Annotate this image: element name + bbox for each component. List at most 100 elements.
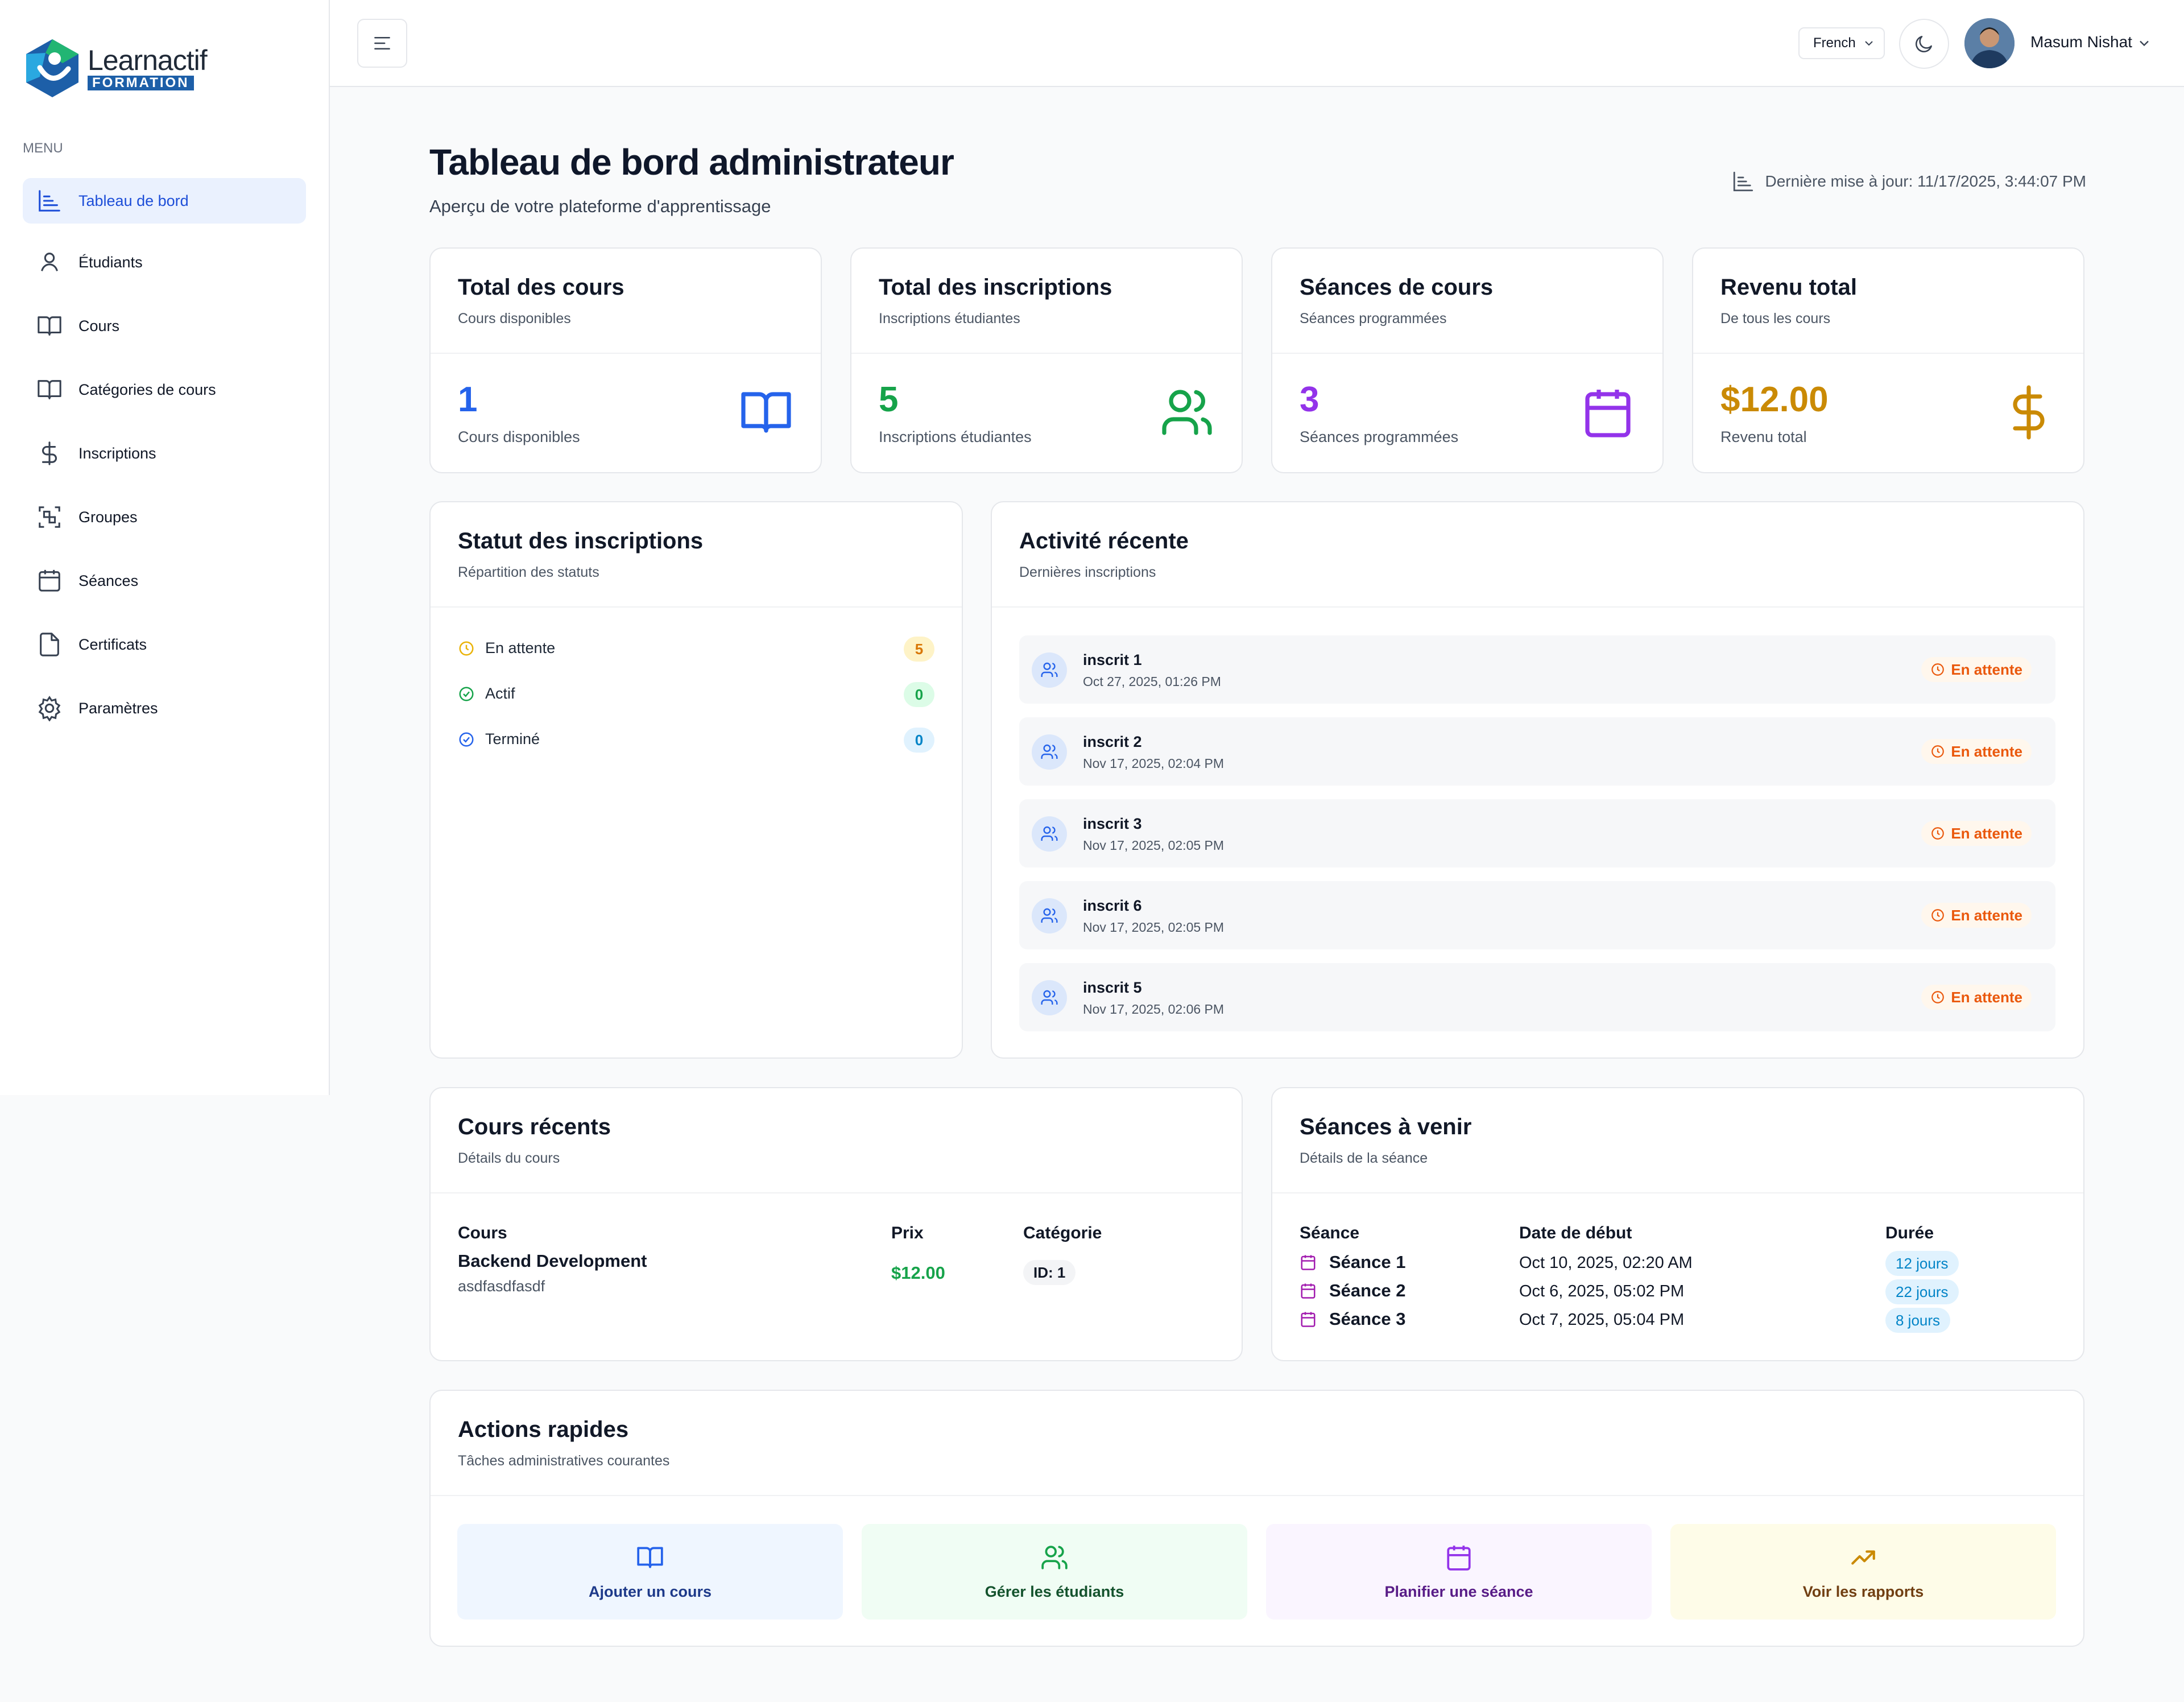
session-start: Oct 6, 2025, 05:02 PM [1519, 1282, 1685, 1300]
course-name[interactable]: Backend Development [458, 1251, 647, 1271]
sidebar-item-courses[interactable]: Cours [23, 303, 306, 349]
activity-name: inscrit 6 [1083, 897, 1142, 914]
sidebar-item-label: Catégories de cours [78, 381, 216, 398]
sidebar-item-students[interactable]: Étudiants [23, 239, 306, 285]
status-badge-label: En attente [1951, 660, 2022, 678]
clock-icon [1931, 745, 1945, 758]
view-reports-button[interactable]: Voir les rapports [1670, 1524, 2056, 1620]
sidebar-item-label: Groupes [78, 508, 138, 526]
menu-toggle-button[interactable] [357, 19, 407, 68]
user-icon [41, 253, 58, 271]
logo-icon [26, 39, 78, 97]
activity-date: Nov 17, 2025, 02:05 PM [1083, 838, 1225, 853]
stat-card-revenue: Revenu total De tous les cours $12.00 Rev… [1692, 247, 2084, 473]
schedule-session-button[interactable]: Planifier une séance [1266, 1524, 1652, 1620]
status-badge: En attente [1921, 739, 2032, 764]
users-icon [1162, 390, 1212, 435]
card-subtitle: Répartition des statuts [458, 564, 599, 580]
table-row[interactable]: Séance 2 [1300, 1280, 1405, 1301]
sidebar-item-enrollments[interactable]: Inscriptions [23, 431, 306, 476]
card-title: Statut des inscriptions [458, 528, 704, 553]
column-header-session: Séance [1300, 1224, 1360, 1242]
user-name[interactable]: Masum Nishat [2030, 33, 2132, 51]
calendar-icon [1447, 1545, 1471, 1571]
card-subtitle: Dernières inscriptions [1019, 564, 1156, 580]
users-icon [1032, 898, 1067, 933]
card-title: Revenu total [1720, 275, 1858, 300]
theme-toggle-button[interactable] [1899, 19, 1949, 69]
card-title: Actions rapides [458, 1417, 629, 1442]
calendar-icon [1301, 1283, 1316, 1299]
upcoming-sessions-card: Séances à venir Détails de la séance Séan… [1271, 1087, 2084, 1361]
activity-date: Nov 17, 2025, 02:06 PM [1083, 1002, 1225, 1017]
brand-name: Learnactif [88, 44, 208, 76]
list-item[interactable]: inscrit 6 Nov 17, 2025, 02:05 PM En atte… [1019, 881, 2055, 949]
stat-card-enrollments: Total des inscriptions Inscriptions étudi… [850, 247, 1243, 473]
stat-value: 5 [879, 380, 899, 419]
card-title: Séances de cours [1300, 275, 1494, 300]
card-subtitle: Détails de la séance [1300, 1150, 1428, 1166]
sidebar-item-sessions[interactable]: Séances [23, 558, 306, 604]
session-start: Oct 10, 2025, 02:20 AM [1519, 1254, 1693, 1272]
table-row[interactable]: Séance 1 [1300, 1252, 1405, 1273]
chevron-down-icon[interactable] [2136, 35, 2152, 51]
activity-date: Oct 27, 2025, 01:26 PM [1083, 674, 1221, 689]
dollar-icon [42, 441, 57, 465]
clock-icon [1931, 991, 1945, 1003]
manage-students-button[interactable]: Gérer les étudiants [862, 1524, 1247, 1620]
book-icon [38, 316, 61, 336]
card-subtitle: Tâches administratives courantes [458, 1453, 670, 1469]
users-icon [1032, 816, 1067, 852]
card-title: Activité récente [1019, 528, 1189, 553]
recent-activity-card: Activité récente Dernières inscriptions i… [991, 501, 2084, 1059]
brand-logo[interactable]: Learnactif FORMATION [23, 37, 208, 100]
stat-label: Cours disponibles [458, 428, 580, 445]
sidebar-item-settings[interactable]: Paramètres [23, 685, 306, 731]
sidebar-nav: Tableau de bord Étudiants Cours Catégori… [23, 178, 306, 749]
stat-label: Inscriptions étudiantes [879, 428, 1032, 445]
stat-card-courses: Total des cours Cours disponibles 1 Cours… [429, 247, 822, 473]
menu-label: MENU [23, 141, 63, 156]
list-item[interactable]: inscrit 5 Nov 17, 2025, 02:06 PM En atte… [1019, 963, 2055, 1031]
avatar-image [1964, 18, 2015, 68]
sidebar-item-certificates[interactable]: Certificats [23, 622, 306, 667]
category-badge: ID: 1 [1023, 1260, 1076, 1285]
stat-value: 3 [1300, 380, 1320, 419]
status-badge-label: En attente [1951, 824, 2022, 842]
calendar-icon [39, 569, 60, 592]
status-count-badge: 5 [904, 637, 934, 662]
sidebar-item-dashboard[interactable]: Tableau de bord [23, 178, 306, 224]
sidebar-item-course-categories[interactable]: Catégories de cours [23, 367, 306, 412]
stat-card-sessions: Séances de cours Séances programmées 3 Sé… [1271, 247, 1664, 473]
status-label: Actif [485, 685, 515, 702]
activity-name: inscrit 1 [1083, 651, 1142, 668]
avatar[interactable] [1964, 18, 2015, 68]
quick-action-label: Ajouter un cours [588, 1583, 712, 1600]
check-circle-icon [459, 687, 474, 701]
duration-badge: 12 jours [1885, 1251, 1959, 1276]
session-name: Séance 2 [1329, 1280, 1406, 1300]
gear-icon [38, 696, 61, 721]
page-subtitle: Aperçu de votre plateforme d'apprentissa… [429, 196, 771, 216]
table-row[interactable]: Séance 3 [1300, 1309, 1405, 1329]
trending-up-icon [1851, 1550, 1875, 1564]
list-item[interactable]: inscrit 2 Nov 17, 2025, 02:04 PM En atte… [1019, 717, 2055, 786]
card-title: Total des cours [458, 275, 624, 300]
moon-icon [1916, 36, 1932, 52]
sidebar-item-groups[interactable]: Groupes [23, 494, 306, 540]
quick-action-label: Gérer les étudiants [985, 1583, 1124, 1600]
users-icon [1032, 734, 1067, 770]
add-course-button[interactable]: Ajouter un cours [457, 1524, 843, 1620]
sidebar-item-label: Inscriptions [78, 444, 156, 462]
status-row-completed: Terminé [458, 730, 540, 748]
column-header-course: Cours [458, 1224, 507, 1242]
activity-name: inscrit 2 [1083, 733, 1142, 750]
status-badge-label: En attente [1951, 906, 2022, 924]
chart-icon [1733, 171, 1753, 192]
language-select[interactable]: French [1798, 27, 1885, 59]
card-subtitle: Inscriptions étudiantes [879, 311, 1020, 327]
status-label: En attente [485, 639, 556, 656]
list-item[interactable]: inscrit 3 Nov 17, 2025, 02:05 PM En atte… [1019, 799, 2055, 867]
list-item[interactable]: inscrit 1 Oct 27, 2025, 01:26 PM En atte… [1019, 635, 2055, 704]
language-value: French [1813, 35, 1856, 51]
